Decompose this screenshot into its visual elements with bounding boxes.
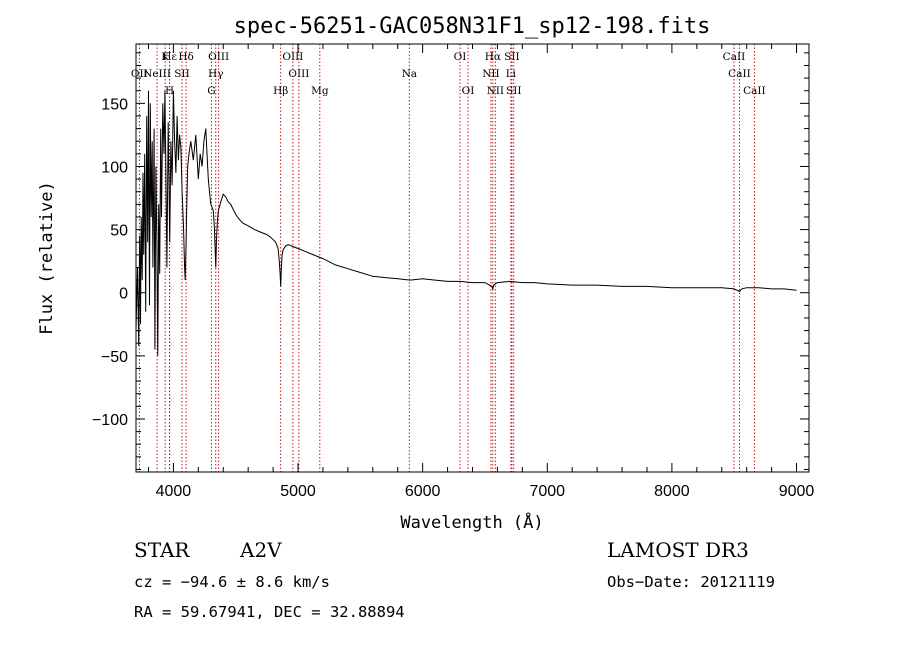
y-tick-label: 50 bbox=[110, 223, 128, 240]
redshift-velocity: cz = −94.6 ± 8.6 km/s bbox=[134, 573, 330, 591]
spectral-line-label-9: Na bbox=[402, 68, 417, 80]
spectral-line-label-2: Hγ bbox=[208, 68, 223, 80]
y-tick-label: 0 bbox=[119, 286, 128, 303]
spectral-line-label-3: Hδ bbox=[178, 51, 193, 63]
spectral-line-label-22: Li bbox=[506, 68, 517, 80]
spectral-line-label-25: CaII bbox=[743, 85, 766, 97]
x-tick-label: 7000 bbox=[529, 483, 565, 500]
axis-ticks-layer: 4000 5000 6000 7000 8000 9000 −100 −50 0 50 100 150 bbox=[92, 44, 814, 500]
y-tick-label: −50 bbox=[101, 349, 128, 366]
spectral-line-label-12: OIII bbox=[288, 68, 309, 80]
spectral-line-label-8: Mg bbox=[311, 85, 329, 97]
object-class: STAR bbox=[134, 538, 190, 562]
spectral-line-label-10: OII bbox=[131, 68, 148, 80]
spectral-line-label-11: OIII bbox=[282, 51, 303, 63]
spectral-line-label-20: SII bbox=[504, 51, 520, 63]
spectral-line-label-14: NeIII bbox=[143, 68, 171, 80]
spectral-line-label-1: Hβ bbox=[273, 85, 288, 97]
x-axis-label: Wavelength (Å) bbox=[400, 511, 543, 533]
spectral-line-label-6: H bbox=[165, 85, 174, 97]
spectral-line-label-16: OI bbox=[454, 51, 467, 63]
x-tick-label: 9000 bbox=[779, 483, 815, 500]
y-tick-label: 100 bbox=[101, 159, 128, 176]
x-tick-label: 8000 bbox=[654, 483, 690, 500]
chart-title: spec-56251-GAC058N31F1_sp12-198.fits bbox=[234, 14, 711, 39]
spectral-line-label-0: Hα bbox=[485, 51, 501, 63]
x-tick-label: 4000 bbox=[156, 483, 192, 500]
spectral-line-label-18: NII bbox=[482, 68, 499, 80]
spectral-line-label-13: OIII bbox=[208, 51, 229, 63]
spectral-line-label-7: G bbox=[207, 85, 215, 97]
y-tick-label: 150 bbox=[101, 96, 128, 113]
y-axis-label: Flux (relative) bbox=[37, 181, 57, 335]
y-tick-label: −100 bbox=[92, 412, 128, 429]
x-tick-label: 6000 bbox=[405, 483, 441, 500]
x-tick-label: 5000 bbox=[280, 483, 316, 500]
spectral-line-label-4: Hε bbox=[162, 51, 177, 63]
spectral-line-label-21: SII bbox=[506, 85, 522, 97]
spectral-line-label-15: SII bbox=[174, 68, 190, 80]
spectral-line-label-5: K bbox=[161, 51, 169, 63]
spectrum-line bbox=[135, 90, 797, 356]
spectral-line-label-17: OI bbox=[462, 85, 475, 97]
plot-frame bbox=[135, 43, 810, 473]
spectral-line-label-19: NII bbox=[487, 85, 504, 97]
object-subclass: A2V bbox=[240, 538, 282, 562]
spectral-line-label-23: CaII bbox=[723, 51, 746, 63]
sky-coordinates: RA = 59.67941, DEC = 32.88894 bbox=[134, 603, 405, 621]
observation-date: Obs−Date: 20121119 bbox=[607, 573, 775, 591]
spectral-line-label-24: CaII bbox=[728, 68, 751, 80]
survey-name: LAMOST DR3 bbox=[607, 538, 749, 562]
